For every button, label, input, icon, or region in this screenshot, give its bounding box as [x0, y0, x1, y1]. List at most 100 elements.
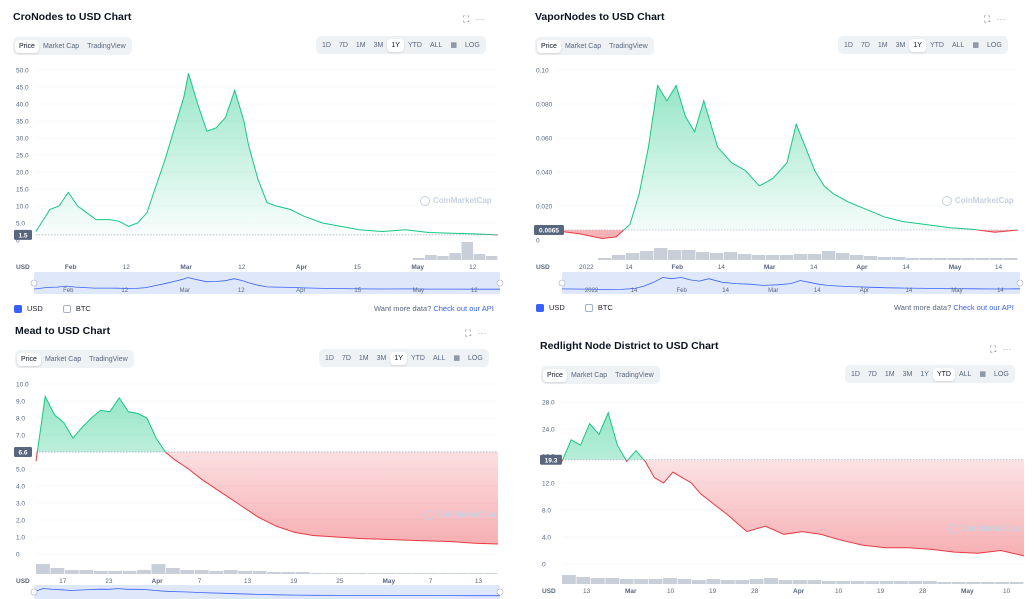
checkbox-btc[interactable]: [62, 304, 71, 313]
range-3m[interactable]: 3M: [373, 41, 384, 49]
tab-price[interactable]: Price: [15, 39, 39, 53]
range-1y[interactable]: 1Y: [390, 351, 407, 365]
range-all[interactable]: ALL: [951, 41, 965, 49]
tab-price[interactable]: Price: [543, 368, 567, 382]
calendar-icon[interactable]: ▦: [979, 371, 987, 378]
more-icon[interactable]: ⋯: [475, 14, 491, 24]
currency-toggle: USD BTC: [536, 303, 613, 312]
volume-bar: [425, 573, 440, 574]
tab-tradingview[interactable]: TradingView: [87, 42, 126, 50]
checkbox-usd[interactable]: [536, 303, 544, 312]
range-1m[interactable]: 1M: [358, 354, 369, 362]
range-1d[interactable]: 1D: [325, 354, 334, 362]
range-3m[interactable]: 3M: [895, 41, 906, 49]
volume-bar: [108, 571, 123, 574]
y-tick-label: 0.060: [536, 136, 553, 143]
fullscreen-icon[interactable]: ⛶: [984, 14, 997, 24]
tab-tradingview[interactable]: TradingView: [89, 355, 128, 363]
fullscreen-icon[interactable]: ⛶: [990, 344, 1003, 354]
x-tick-label: May: [411, 264, 424, 271]
range-1y[interactable]: 1Y: [387, 38, 404, 52]
volume-bar: [425, 255, 437, 260]
range-7d[interactable]: 7D: [341, 354, 351, 362]
fullscreen-icon[interactable]: ⛶: [465, 328, 478, 338]
range-1d[interactable]: 1D: [844, 41, 853, 49]
volume-bar: [619, 579, 634, 584]
price-chart[interactable]: 50.0 45.0 40.0 35.0 30.0 25.0 20.0 15.0 10.0 5.0 0…: [14, 64, 500, 271]
calendar-icon[interactable]: ▦: [450, 42, 458, 49]
x-tick-label: 28: [919, 588, 927, 595]
navigator-label: 14: [722, 288, 729, 294]
range-1m[interactable]: 1M: [884, 370, 895, 378]
range-navigator[interactable]: 2022 14 Feb 14 Mar 14 Apr 14 May 14: [558, 272, 1024, 294]
y-tick-label: 50.0: [16, 68, 29, 75]
volume-bar: [469, 573, 483, 574]
volume-bar: [976, 258, 990, 260]
range-navigator[interactable]: Feb 12 Mar 12 Apr 15 May 12: [30, 272, 504, 294]
volume-bar: [50, 568, 65, 574]
range-ytd[interactable]: YTD: [932, 367, 955, 381]
tab-price[interactable]: Price: [537, 39, 561, 53]
range-ytd[interactable]: YTD: [929, 41, 944, 49]
more-icon[interactable]: ⋯: [477, 328, 493, 338]
volume-bar: [735, 580, 750, 584]
tab-market-cap[interactable]: Market Cap: [570, 371, 608, 379]
tab-price[interactable]: Price: [17, 352, 41, 366]
range-ytd[interactable]: YTD: [410, 354, 425, 362]
range-log[interactable]: LOG: [468, 354, 483, 362]
calendar-icon[interactable]: ▦: [453, 355, 461, 362]
y-tick-label: 40.0: [16, 102, 29, 109]
more-icon[interactable]: ⋯: [996, 14, 1012, 24]
checkbox-btc[interactable]: [584, 303, 593, 312]
price-chart[interactable]: 28.024.016.012.08.04.0019.3USD13Mar10192…: [540, 396, 1026, 595]
x-tick-label: 13: [475, 578, 483, 585]
volume-bar: [878, 257, 892, 260]
api-link[interactable]: Check out our API: [953, 303, 1014, 312]
price-chart[interactable]: 10.09.08.07.06.05.04.03.02.01.006.6USD17…: [14, 378, 500, 585]
range-7d[interactable]: 7D: [867, 370, 877, 378]
calendar-icon[interactable]: ▦: [972, 42, 980, 49]
range-all[interactable]: ALL: [432, 354, 446, 362]
y-tick-label: 20.0: [16, 170, 29, 177]
x-tick-label: May: [961, 588, 974, 595]
range-navigator[interactable]: [30, 585, 504, 599]
tab-tradingview[interactable]: TradingView: [615, 371, 654, 379]
range-7d[interactable]: 7D: [860, 41, 870, 49]
panel-title: Redlight Node District to USD Chart: [540, 340, 719, 352]
more-icon[interactable]: ⋯: [1002, 344, 1018, 354]
range-1y[interactable]: 1Y: [920, 370, 929, 378]
volume-bar: [706, 579, 721, 584]
range-log[interactable]: LOG: [465, 41, 480, 49]
volume-bar: [454, 573, 469, 574]
range-ytd[interactable]: YTD: [407, 41, 422, 49]
range-all[interactable]: ALL: [958, 370, 972, 378]
fullscreen-icon[interactable]: ⛶: [463, 14, 476, 24]
tab-market-cap[interactable]: Market Cap: [564, 42, 602, 50]
volume-bar: [295, 572, 310, 574]
x-tick-label: USD: [542, 588, 556, 595]
coinmarketcap-watermark: CoinMarketCap: [942, 196, 1014, 206]
volume-bar: [764, 578, 778, 584]
volume-bar: [483, 573, 498, 574]
api-link[interactable]: Check out our API: [433, 304, 494, 313]
range-3m[interactable]: 3M: [376, 354, 387, 362]
volume-bar: [654, 248, 668, 260]
range-1m[interactable]: 1M: [355, 41, 366, 49]
tab-market-cap[interactable]: Market Cap: [42, 42, 80, 50]
range-all[interactable]: ALL: [429, 41, 443, 49]
price-chart[interactable]: 0.10 0.080 0.060 0.040 0.020 0 0.0065 USD 2022 14…: [534, 64, 1020, 271]
range-7d[interactable]: 7D: [338, 41, 348, 49]
price-area-up: [623, 85, 978, 230]
navigator-label: Feb: [63, 288, 74, 294]
tab-tradingview[interactable]: TradingView: [609, 42, 648, 50]
range-3m[interactable]: 3M: [902, 370, 913, 378]
range-1d[interactable]: 1D: [851, 370, 860, 378]
range-1y[interactable]: 1Y: [909, 38, 926, 52]
checkbox-usd[interactable]: [14, 304, 22, 313]
tab-market-cap[interactable]: Market Cap: [44, 355, 82, 363]
y-tick-label: 8.0: [16, 416, 25, 423]
range-log[interactable]: LOG: [987, 41, 1002, 49]
range-1m[interactable]: 1M: [877, 41, 888, 49]
range-1d[interactable]: 1D: [322, 41, 331, 49]
range-log[interactable]: LOG: [994, 370, 1009, 378]
